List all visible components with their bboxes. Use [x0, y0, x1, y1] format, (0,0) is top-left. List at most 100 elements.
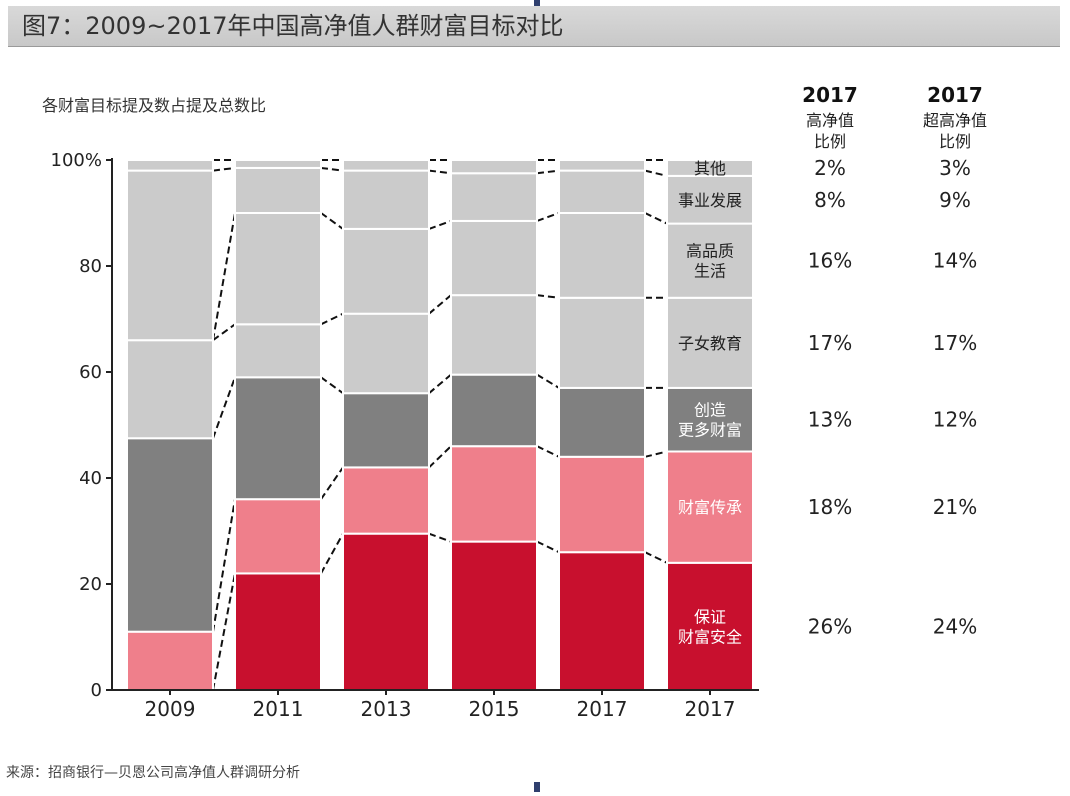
- hnw-value: 18%: [808, 495, 852, 519]
- connector-line: [644, 450, 668, 458]
- connector-line: [644, 212, 668, 225]
- x-tick-label: 2009: [145, 697, 196, 721]
- y-tick-label: 100%: [51, 150, 102, 171]
- segment-label: 子女教育: [678, 334, 742, 353]
- hnw-value: 16%: [808, 249, 852, 273]
- bar-segment: [126, 630, 214, 692]
- bar-segment: [558, 212, 646, 299]
- bar-segment: [234, 572, 322, 692]
- bar-segment: [342, 312, 430, 395]
- bottom-marker: [534, 782, 540, 792]
- hnw-value: 13%: [808, 408, 852, 432]
- segment-label: 其他: [694, 159, 726, 178]
- uhnw-value: 3%: [939, 156, 971, 180]
- bar-segment: [234, 376, 322, 501]
- connector-line: [536, 294, 560, 299]
- bar-segment: [666, 222, 754, 299]
- bar-segment: [666, 561, 754, 691]
- segment-label: 保证财富安全: [678, 607, 742, 646]
- bar-segment: [666, 296, 754, 389]
- connector-line: [428, 445, 452, 469]
- column-header-uhnw: 2017 超高净值 比例: [923, 83, 987, 151]
- top-marker: [534, 0, 540, 6]
- bar-segment: [126, 169, 214, 342]
- uhnw-value: 12%: [933, 408, 977, 432]
- connector-line: [212, 323, 236, 342]
- connector-line: [536, 373, 560, 389]
- connector-line: [536, 540, 560, 554]
- bar-segment: [342, 392, 430, 469]
- bar-segment: [558, 386, 646, 458]
- connector-line: [320, 312, 344, 326]
- header-uhnw-year: 2017: [927, 83, 983, 107]
- y-tick-label: 0: [91, 680, 102, 701]
- y-tick-label: 40: [79, 468, 102, 489]
- header-uhnw-line2: 比例: [939, 132, 971, 151]
- bar-segment: [666, 450, 754, 564]
- uhnw-value: 9%: [939, 188, 971, 212]
- segment-label: 事业发展: [678, 191, 742, 210]
- hnw-value: 17%: [808, 331, 852, 355]
- x-tick-label: 2017: [685, 697, 736, 721]
- segment-labels: 保证财富安全 财富传承 创造更多财富 子女教育 高品质生活 事业发展 其他: [678, 159, 742, 646]
- y-tick-label: 80: [79, 256, 102, 277]
- connector-line: [428, 220, 452, 230]
- value-table: 26% 24% 18% 21% 13% 12% 17% 17% 16% 14% 8% 9% 2% 3%: [808, 156, 977, 638]
- bar-segment: [342, 227, 430, 315]
- connector-line: [212, 573, 236, 691]
- bar-segment: [666, 174, 754, 225]
- hnw-value: 26%: [808, 614, 852, 638]
- page-title: 图7：2009~2017年中国高净值人群财富目标对比: [22, 12, 564, 40]
- connector-line: [536, 169, 560, 175]
- connector-line: [428, 294, 452, 315]
- bar-segment: [126, 159, 214, 172]
- connector-line: [644, 169, 668, 177]
- bar-segment: [450, 294, 538, 376]
- bar-segment: [234, 166, 322, 214]
- bar-segment: [450, 540, 538, 691]
- bar-segment: [450, 373, 538, 448]
- bar-segment: [450, 219, 538, 297]
- axes: 0 20 40 60 80 100% 2009 2011 2013 2015 2017 2017: [51, 150, 759, 721]
- uhnw-value: 14%: [933, 249, 977, 273]
- bar-segment: [666, 386, 754, 453]
- connector-line: [212, 499, 236, 632]
- uhnw-value: 24%: [933, 614, 977, 638]
- x-tick-label: 2017: [577, 697, 628, 721]
- bar-segment: [450, 445, 538, 543]
- x-tick-label: 2015: [469, 697, 520, 721]
- connector-line: [536, 212, 560, 222]
- connector-line: [320, 533, 344, 574]
- y-tick-label: 60: [79, 362, 102, 383]
- bar-segment: [450, 172, 538, 222]
- y-tick-label: 20: [79, 574, 102, 595]
- bar-segment: [558, 169, 646, 215]
- connector-line: [320, 212, 344, 230]
- header-uhnw-line1: 超高净值: [923, 111, 987, 130]
- uhnw-value: 21%: [933, 495, 977, 519]
- bar-segment: [558, 455, 646, 554]
- header-hnw-year: 2017: [802, 83, 858, 107]
- segment-label: 创造更多财富: [678, 401, 742, 440]
- x-tick-label: 2011: [253, 697, 304, 721]
- uhnw-value: 17%: [933, 331, 977, 355]
- bar-segment: [342, 466, 430, 535]
- bar-segment: [666, 159, 754, 177]
- x-tick-label: 2013: [361, 697, 412, 721]
- title-bar: 图7：2009~2017年中国高净值人群财富目标对比: [8, 6, 1060, 47]
- hnw-value: 8%: [814, 188, 846, 212]
- bar-segment: [126, 437, 214, 633]
- bar-segment: [342, 169, 430, 230]
- bar-segment: [558, 296, 646, 389]
- column-header-hnw: 2017 高净值 比例: [802, 83, 858, 151]
- connector-lines: [212, 159, 668, 691]
- bar-segment: [234, 323, 322, 379]
- connector-line: [320, 166, 344, 172]
- hnw-value: 2%: [814, 156, 846, 180]
- connector-line: [428, 532, 452, 543]
- segment-label: 财富传承: [678, 498, 742, 517]
- connector-line: [320, 466, 344, 500]
- header-hnw-line2: 比例: [814, 132, 846, 151]
- connector-line: [212, 212, 236, 341]
- chart-subtitle: 各财富目标提及数占提及总数比: [42, 96, 267, 115]
